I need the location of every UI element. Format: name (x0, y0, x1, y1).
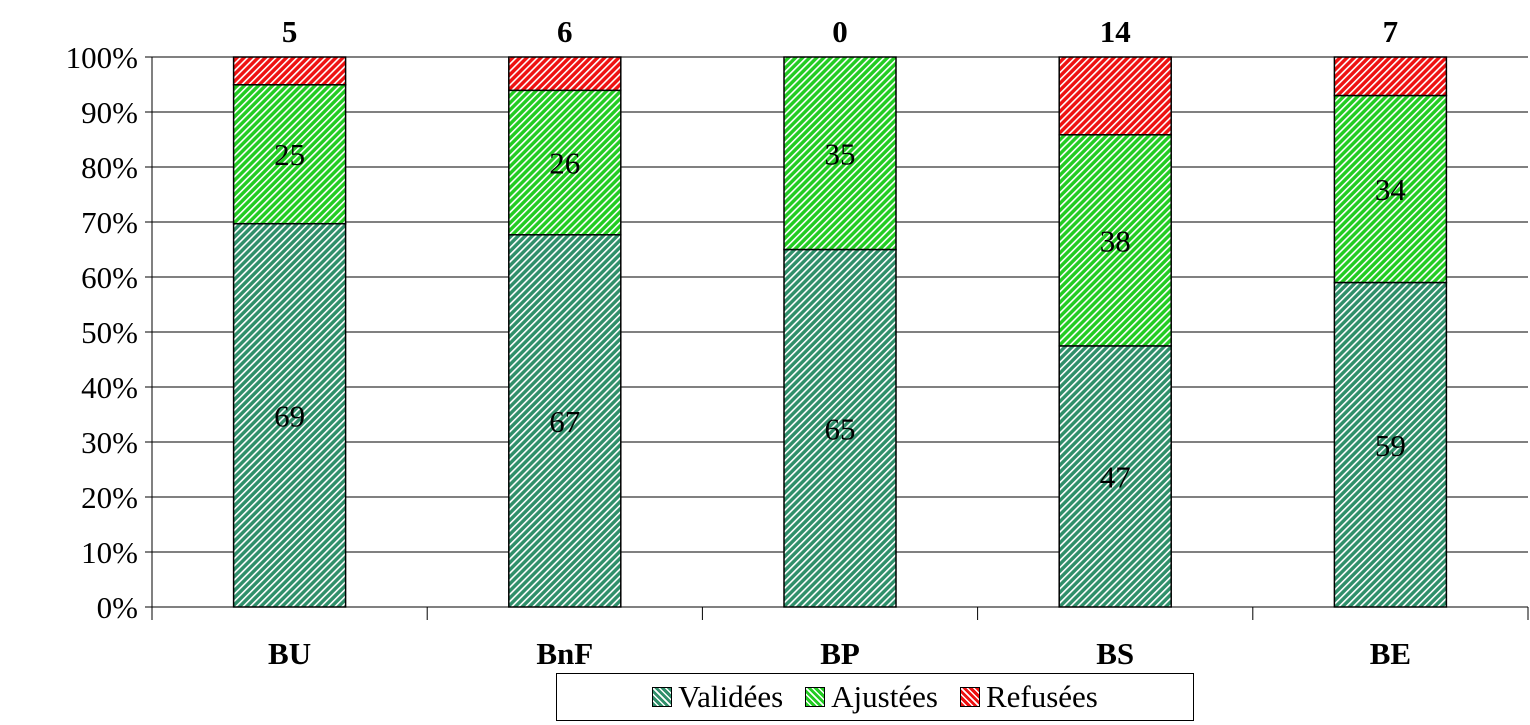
y-tick-label: 80% (81, 150, 138, 185)
top-data-label: 6 (557, 14, 573, 49)
y-tick-label: 40% (81, 370, 138, 405)
bar-segment-validées (783, 248, 897, 608)
data-label: 59 (1375, 428, 1406, 463)
bar-segment-validées (1333, 281, 1448, 608)
legend-label-ajustees: Ajustées (831, 679, 938, 714)
bar-segment-validées (508, 234, 622, 608)
legend-item-ajustees: Ajustées (805, 679, 938, 715)
legend-item-refusees: Refusées (959, 679, 1098, 715)
x-tick-label: BU (268, 636, 311, 671)
legend-swatch-validees (652, 687, 673, 707)
data-label: 35 (825, 136, 856, 171)
top-data-label: 14 (1100, 14, 1131, 49)
data-label: 38 (1100, 223, 1131, 258)
data-label: 25 (274, 137, 305, 172)
bar-segment-refusées (232, 56, 347, 86)
y-tick-label: 60% (81, 260, 138, 295)
legend-item-validees: Validées (652, 679, 783, 715)
data-label: 69 (274, 398, 305, 433)
top-data-label: 5 (282, 14, 298, 49)
bars (232, 56, 1448, 608)
x-tick-label: BE (1370, 636, 1411, 671)
data-label: 65 (825, 411, 856, 446)
x-axis: BU BnF BP BS BE (151, 607, 1529, 671)
y-axis: 0% 10% 20% 30% 40% 50% 60% 70% 80% 90% 100% (66, 40, 153, 625)
data-label: 47 (1100, 459, 1131, 494)
y-tick-label: 0% (97, 590, 138, 625)
bar-segment-refusées (508, 56, 622, 92)
bar-segment-ajustées (1058, 134, 1172, 347)
bar-segment-ajustées (783, 56, 897, 251)
legend-label-refusees: Refusées (985, 679, 1098, 714)
data-label: 34 (1375, 172, 1407, 207)
data-label: 26 (549, 146, 580, 181)
top-data-label: 7 (1383, 14, 1399, 49)
legend-label-validees: Validées (678, 679, 784, 714)
bar-segment-validées (232, 222, 347, 608)
bar-segment-validées (1058, 345, 1172, 608)
x-tick-label: BnF (536, 636, 593, 671)
y-tick-label: 30% (81, 425, 138, 460)
bar-segment-refusées (1333, 56, 1448, 97)
legend: Validées Ajustées Refusées (556, 673, 1194, 721)
data-labels: 69 25 5 67 26 6 65 35 0 47 38 14 59 34 7 (274, 14, 1406, 494)
x-tick-label: BP (820, 636, 860, 671)
y-tick-label: 100% (66, 40, 138, 75)
legend-swatch-refusees (959, 687, 980, 707)
data-label: 67 (549, 404, 580, 439)
bar-segment-ajustées (232, 84, 347, 225)
y-tick-label: 90% (81, 95, 138, 130)
legend-swatch-ajustees (805, 687, 826, 707)
x-tick-label: BS (1096, 636, 1134, 671)
bar-segment-ajustées (1333, 94, 1448, 284)
top-data-label: 0 (832, 14, 848, 49)
y-tick-label: 10% (81, 535, 138, 570)
bar-segment-ajustées (508, 89, 622, 236)
bar-segment-refusées (1058, 56, 1172, 136)
y-tick-label: 70% (81, 205, 138, 240)
y-tick-label: 50% (81, 315, 138, 350)
y-tick-label: 20% (81, 480, 138, 515)
